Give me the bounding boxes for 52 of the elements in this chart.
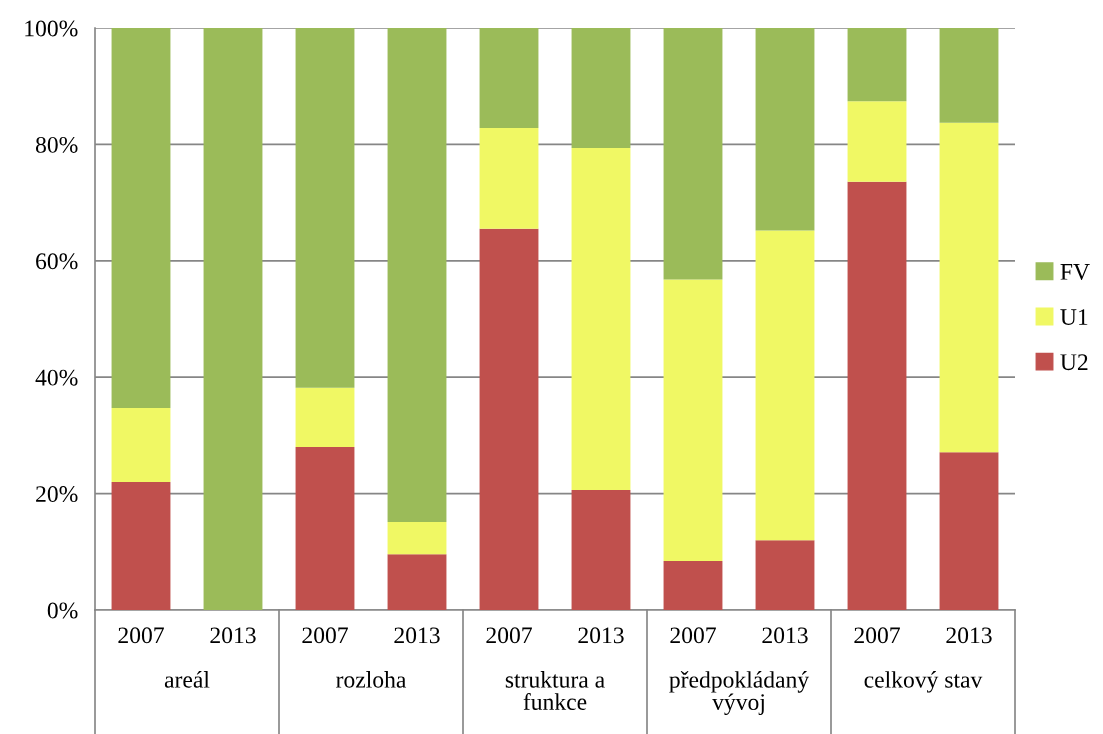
x-tick-label: 2007 <box>302 627 348 644</box>
x-tick-label: 2013 <box>946 627 992 644</box>
bar <box>203 28 263 610</box>
bar <box>663 561 723 610</box>
bar <box>939 122 999 453</box>
bar <box>571 147 631 491</box>
bar <box>663 28 723 280</box>
x-tick-label: 2007 <box>118 627 164 644</box>
bar <box>755 230 815 541</box>
bar <box>387 28 447 523</box>
text: areál <box>164 671 210 688</box>
bar <box>295 28 355 388</box>
x-tick-label: 2013 <box>762 627 808 644</box>
x-tick-label: 2007 <box>486 627 532 644</box>
bar <box>571 490 631 610</box>
bar <box>479 28 539 129</box>
bar <box>755 28 815 231</box>
text: celkový stav <box>864 671 983 693</box>
bar <box>387 554 447 610</box>
legend-label: U2 <box>1060 354 1088 371</box>
text: struktura a funkce <box>505 671 605 710</box>
bar <box>387 522 447 555</box>
text: rozloha <box>336 671 407 688</box>
bar <box>479 128 539 229</box>
bar <box>847 181 907 610</box>
x-tick-label: 2007 <box>670 627 716 644</box>
x-tick-label: 2013 <box>578 627 624 644</box>
bar <box>111 481 171 610</box>
bar <box>479 228 539 610</box>
bar <box>847 101 907 182</box>
bar <box>295 387 355 448</box>
x-tick-label: 2007 <box>854 627 900 644</box>
y-tick-label: 20% <box>36 486 78 503</box>
y-tick-label: 100% <box>25 20 78 37</box>
bar <box>571 28 631 148</box>
y-tick-label: 40% <box>35 369 78 386</box>
legend-label: FV <box>1060 264 1090 280</box>
y-tick-label: 0% <box>47 602 78 619</box>
bar <box>847 28 907 102</box>
legend-label: U1 <box>1060 309 1088 325</box>
bar <box>295 447 355 610</box>
y-tick-label: 60% <box>36 253 78 270</box>
x-tick-label: 2013 <box>210 627 256 644</box>
bar <box>111 408 171 482</box>
bar <box>663 279 723 562</box>
x-tick-label: 2013 <box>394 627 440 644</box>
bar <box>939 28 999 123</box>
text: předpokládaný vývoj <box>669 671 810 715</box>
bar <box>939 452 999 610</box>
bar <box>755 540 815 610</box>
y-tick-label: 80% <box>35 136 78 153</box>
bar <box>111 28 171 409</box>
